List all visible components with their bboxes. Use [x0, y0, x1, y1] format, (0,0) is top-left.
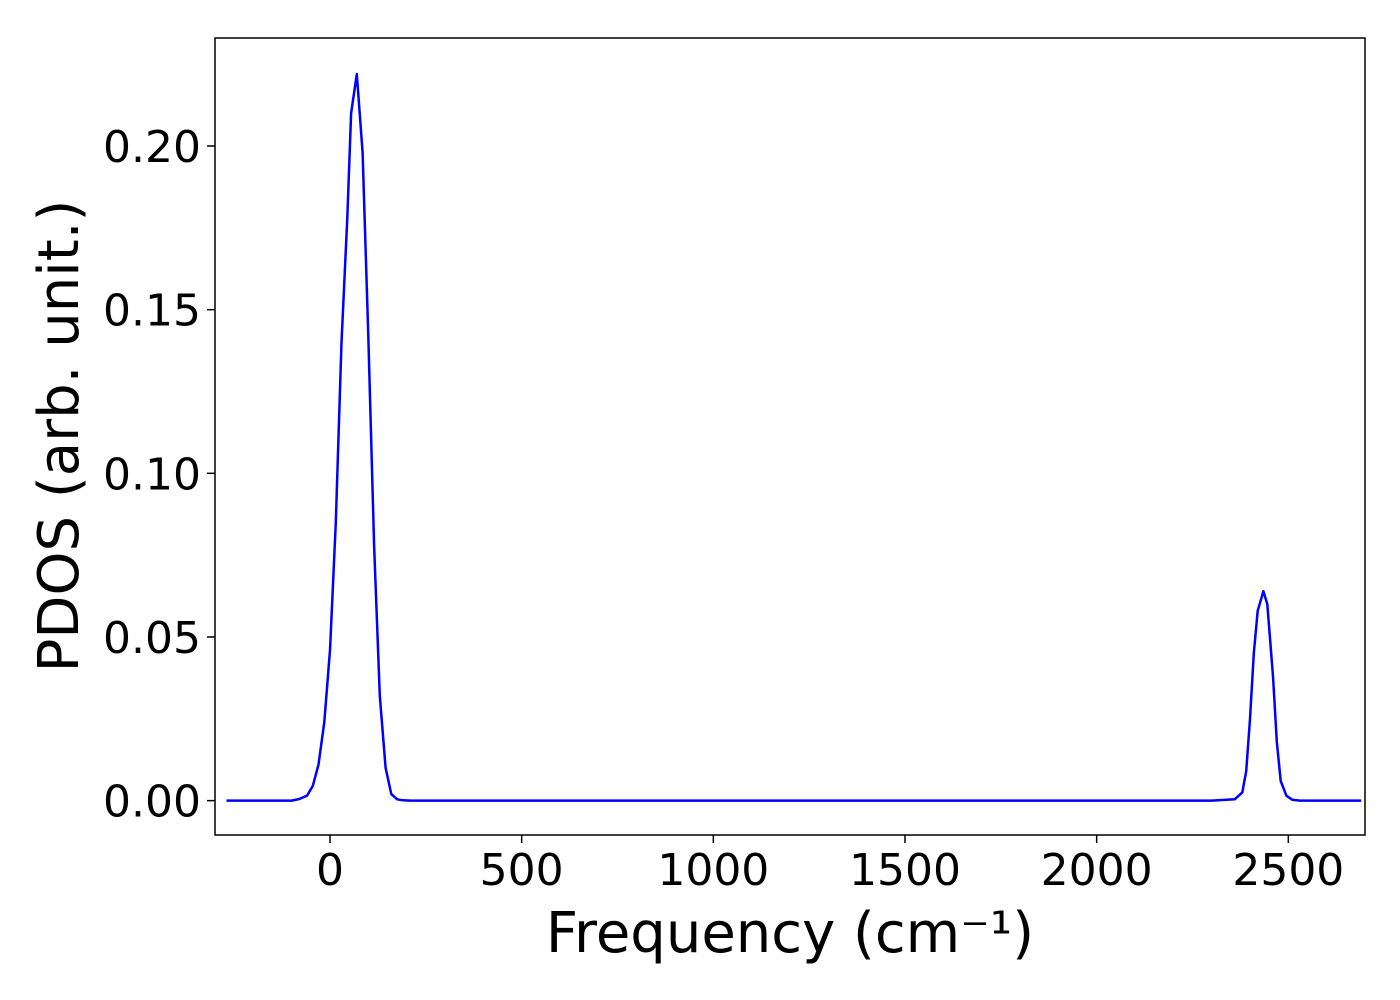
- x-tick-label: 500: [480, 845, 564, 896]
- y-axis-ticks: 0.00 0.05 0.10 0.15 0.20: [103, 122, 215, 828]
- y-tick-label: 0.20: [103, 122, 201, 173]
- x-axis-ticks: 0 500 1000 1500 2000 2500: [316, 835, 1344, 896]
- x-tick-label: 0: [316, 845, 344, 896]
- y-tick-label: 0.10: [103, 449, 201, 500]
- y-tick-label: 0.00: [103, 777, 201, 828]
- x-axis-label: Frequency (cm⁻¹): [546, 901, 1034, 966]
- x-tick-label: 2000: [1041, 845, 1153, 896]
- x-tick-label: 1000: [657, 845, 769, 896]
- plot-frame: [214, 37, 1366, 836]
- x-tick-label: 2500: [1232, 845, 1344, 896]
- y-axis-label: PDOS (arb. unit.): [27, 200, 92, 673]
- x-tick-label: 1500: [849, 845, 961, 896]
- y-tick-label: 0.05: [103, 613, 201, 664]
- pdos-series-line: [226, 72, 1362, 802]
- y-tick-label: 0.15: [103, 286, 201, 337]
